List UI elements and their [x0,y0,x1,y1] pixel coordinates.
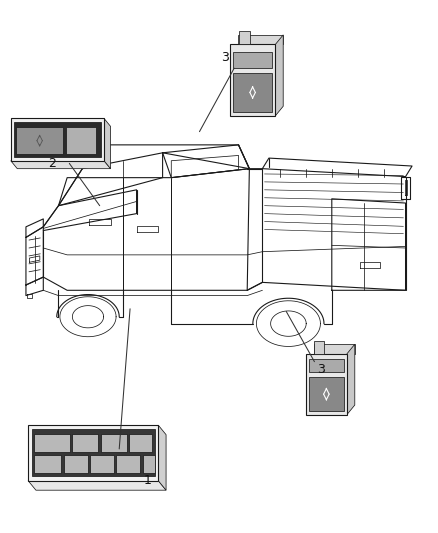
Polygon shape [66,127,95,155]
Polygon shape [28,481,166,490]
Polygon shape [233,73,272,112]
Polygon shape [64,455,88,473]
Polygon shape [11,118,104,161]
Polygon shape [28,425,158,481]
Polygon shape [11,161,110,168]
Polygon shape [314,341,324,354]
Text: 1: 1 [144,474,152,487]
Polygon shape [16,127,64,155]
Text: 3: 3 [222,51,230,64]
Polygon shape [306,354,347,415]
Polygon shape [32,430,155,477]
Polygon shape [309,377,344,411]
Polygon shape [34,455,61,473]
Polygon shape [34,434,70,452]
Polygon shape [230,44,276,116]
Text: 3: 3 [317,363,325,376]
Polygon shape [129,434,152,452]
Polygon shape [233,52,272,68]
Polygon shape [104,118,110,168]
Polygon shape [117,455,140,473]
Text: 2: 2 [48,157,56,170]
Polygon shape [239,31,251,44]
Polygon shape [101,434,127,452]
Polygon shape [314,344,355,354]
Polygon shape [158,425,166,490]
Polygon shape [238,35,283,44]
Polygon shape [309,359,344,372]
Polygon shape [142,455,155,473]
Polygon shape [90,455,114,473]
Polygon shape [72,434,98,452]
Polygon shape [276,35,283,116]
Polygon shape [14,122,101,157]
Polygon shape [347,344,355,415]
